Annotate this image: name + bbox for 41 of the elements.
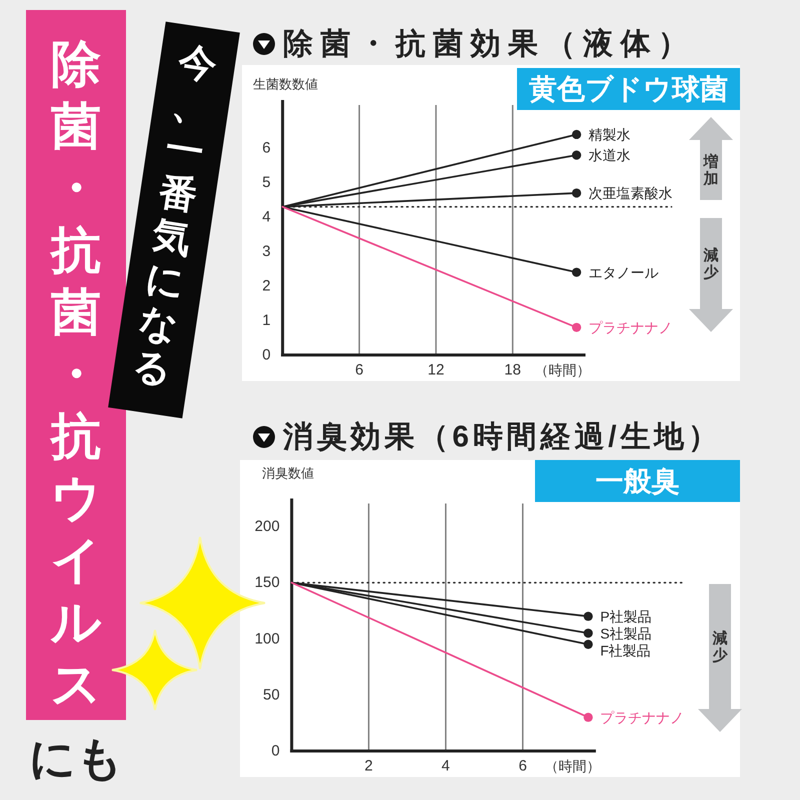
y-tick-label: 3 bbox=[262, 243, 271, 260]
series-label: 精製水 bbox=[588, 126, 631, 142]
x-tick-label: 18 bbox=[504, 362, 521, 378]
y-tick-label: 0 bbox=[271, 742, 280, 760]
y-tick-label: 4 bbox=[262, 208, 271, 226]
series-label: P社製品 bbox=[600, 608, 652, 624]
text: 今、一番気になる bbox=[129, 40, 220, 392]
x-tick-label: 12 bbox=[428, 362, 444, 378]
y-tick-label: 50 bbox=[263, 686, 280, 704]
y-tick-label: 2 bbox=[262, 278, 271, 295]
x-axis-title: （時間） bbox=[534, 362, 591, 378]
series-label: エタノール bbox=[588, 264, 659, 280]
y-tick-label: 100 bbox=[254, 630, 280, 648]
y-axis-title: 消臭数値 bbox=[262, 466, 314, 480]
text: にも bbox=[29, 732, 123, 784]
series-label: プラチナナノ bbox=[588, 319, 673, 336]
series-label: S社製品 bbox=[600, 625, 652, 642]
x-axis-title: （時間） bbox=[544, 758, 601, 774]
text: 除菌・抗菌・抗ウイルス bbox=[50, 36, 102, 712]
series-label: 水道水 bbox=[588, 147, 631, 164]
x-tick-label: 6 bbox=[518, 758, 527, 774]
y-tick-label: 5 bbox=[262, 174, 271, 192]
x-tick-label: 6 bbox=[355, 362, 364, 378]
series-label: プラチナナノ bbox=[600, 709, 684, 726]
y-tick-label: 150 bbox=[254, 574, 280, 592]
x-tick-label: 4 bbox=[442, 758, 450, 774]
y-axis-title: 生菌数数値 bbox=[253, 76, 318, 92]
y-tick-label: 1 bbox=[262, 312, 271, 330]
x-tick-label: 2 bbox=[364, 758, 373, 774]
y-tick-label: 200 bbox=[254, 518, 280, 536]
series-label: 次亜塩素酸水 bbox=[588, 185, 673, 202]
text: 減少 bbox=[702, 246, 720, 280]
chart-subtitle: 一般臭 bbox=[596, 466, 680, 496]
chart-title: 消臭効果（6時間経過/生地） bbox=[282, 420, 718, 454]
y-tick-label: 6 bbox=[262, 140, 271, 157]
series-label: F社製品 bbox=[600, 642, 651, 658]
chart-title: 除菌・抗菌効果（液体） bbox=[283, 26, 688, 60]
chart-subtitle: 黄色ブドウ球菌 bbox=[528, 74, 728, 104]
y-tick-label: 0 bbox=[262, 346, 271, 364]
text: 増加 bbox=[702, 152, 718, 187]
text: 減少 bbox=[712, 630, 728, 664]
